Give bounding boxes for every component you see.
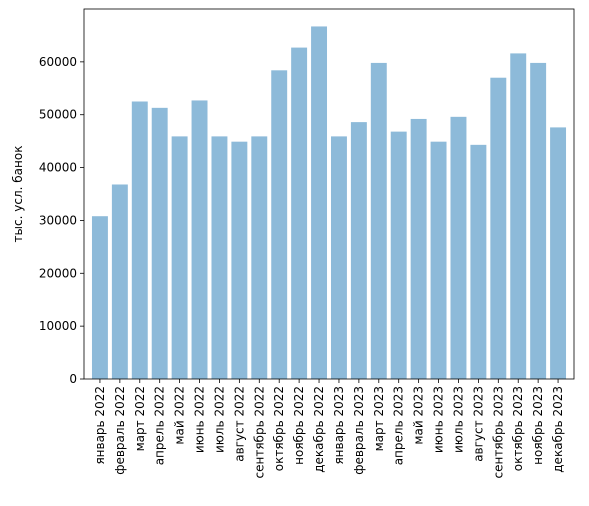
x-tick-label-14: февраль 2023 xyxy=(352,386,366,475)
bar-5 xyxy=(171,136,188,379)
bar-19 xyxy=(450,116,467,379)
x-tick-label-3: март 2022 xyxy=(133,386,147,451)
x-tick-label-20: август 2023 xyxy=(471,386,485,462)
y-tick-label-3: 30000 xyxy=(39,213,77,227)
x-tick-label-1: январь 2022 xyxy=(93,386,107,465)
x-tick-label-24: декабрь 2023 xyxy=(551,386,565,473)
bar-10 xyxy=(271,70,288,380)
bar-3 xyxy=(131,101,148,379)
bar-2 xyxy=(111,184,128,379)
x-tick-label-2: февраль 2022 xyxy=(113,386,127,475)
y-tick-label-2: 20000 xyxy=(39,266,77,280)
bar-8 xyxy=(231,141,248,379)
bar-18 xyxy=(430,141,447,379)
bar-23 xyxy=(530,62,547,380)
bar-7 xyxy=(211,136,228,379)
y-tick-label-5: 50000 xyxy=(39,108,77,122)
x-tick-label-23: ноябрь 2023 xyxy=(531,386,545,465)
x-tick-label-12: декабрь 2022 xyxy=(312,386,326,473)
x-axis: январь 2022 февраль 2022 март 2022 апрель 2… xyxy=(93,379,565,478)
bar-15 xyxy=(370,62,387,380)
x-tick-label-8: август 2022 xyxy=(232,386,246,462)
y-tick-label-4: 40000 xyxy=(39,161,77,175)
x-tick-label-16: апрель 2023 xyxy=(392,386,406,465)
bar-17 xyxy=(410,118,427,379)
x-tick-label-21: сентябрь 2023 xyxy=(491,386,505,478)
x-tick-label-10: октябрь 2022 xyxy=(272,386,286,471)
bar-1 xyxy=(91,216,108,379)
bar-22 xyxy=(510,53,527,380)
x-tick-label-22: октябрь 2023 xyxy=(511,386,525,471)
x-tick-label-11: ноябрь 2022 xyxy=(292,386,306,465)
x-tick-label-19: июль 2023 xyxy=(451,386,465,453)
y-axis: 0 10000 20000 30000 40000 50000 60000 xyxy=(39,55,84,386)
x-tick-label-18: июнь 2023 xyxy=(432,386,446,453)
bar-12 xyxy=(311,26,328,379)
plot-frame xyxy=(83,8,575,380)
y-tick-label-0: 0 xyxy=(69,372,77,386)
y-tick-label-6: 60000 xyxy=(39,55,77,69)
bars-layer xyxy=(91,26,567,380)
x-tick-label-17: май 2023 xyxy=(412,386,426,445)
x-tick-label-13: январь 2023 xyxy=(332,386,346,465)
x-tick-label-9: сентябрь 2022 xyxy=(252,386,266,478)
x-tick-label-5: май 2022 xyxy=(173,386,187,445)
bar-4 xyxy=(151,107,168,379)
bar-20 xyxy=(470,144,487,379)
bar-11 xyxy=(291,47,308,379)
bar-6 xyxy=(191,100,208,379)
x-tick-label-7: июль 2022 xyxy=(212,386,226,453)
bar-9 xyxy=(251,136,268,379)
y-axis-title: тыс. усл. банок xyxy=(11,146,25,243)
x-tick-label-6: июнь 2022 xyxy=(193,386,207,453)
bar-24 xyxy=(550,127,567,380)
y-tick-label-1: 10000 xyxy=(39,319,77,333)
bar-13 xyxy=(330,136,347,379)
x-tick-label-4: апрель 2022 xyxy=(153,386,167,465)
bar-16 xyxy=(390,131,407,379)
x-tick-label-15: март 2023 xyxy=(372,386,386,451)
bar-14 xyxy=(350,122,367,379)
bar-21 xyxy=(490,77,507,379)
